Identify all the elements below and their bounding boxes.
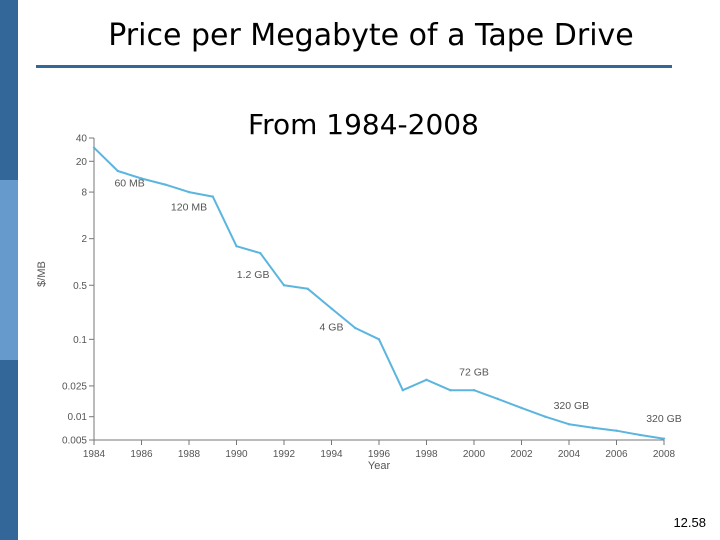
left-accent-bar-middle — [0, 180, 18, 360]
x-tick-label: 2008 — [653, 449, 676, 460]
capacity-annotation: 120 MB — [171, 202, 207, 214]
data-point — [164, 183, 167, 186]
x-tick-label: 1994 — [320, 449, 343, 460]
data-point — [211, 195, 214, 198]
x-tick-label: 1986 — [130, 449, 153, 460]
title-underline — [36, 65, 672, 68]
data-point — [354, 326, 357, 330]
y-tick-label: 0.1 — [73, 335, 87, 346]
price-chart: 40 20 8 2 0.5 0.1 0.025 0.01 0.005 1984 1986 1988 19… — [36, 134, 682, 473]
y-tick-label: 20 — [76, 157, 88, 168]
y-tick-label: 40 — [76, 134, 88, 145]
capacity-annotation: 72 GB — [459, 367, 489, 379]
slide-number: 12.58 — [673, 515, 706, 530]
data-point — [425, 378, 428, 381]
y-tick-label: 8 — [81, 188, 87, 199]
x-axis-label: Year — [368, 460, 391, 472]
x-tick-label: 1988 — [178, 449, 201, 460]
data-point — [520, 406, 523, 410]
x-tick-label: 1990 — [225, 449, 248, 460]
capacity-annotation: 60 MB — [114, 177, 144, 189]
capacity-annotation: 320 GB — [554, 400, 590, 412]
data-point — [401, 389, 404, 392]
x-tick-label: 2006 — [605, 449, 628, 460]
data-point — [116, 169, 119, 173]
y-tick-label: 0.5 — [73, 281, 87, 292]
data-point — [449, 389, 452, 392]
capacity-annotation: 320 GB — [646, 413, 682, 425]
price-series-line — [93, 146, 665, 440]
data-point — [567, 423, 571, 426]
x-tick-label: 1984 — [83, 449, 106, 460]
y-tick-label: 0.01 — [68, 412, 88, 423]
data-point — [591, 426, 594, 429]
data-point — [140, 177, 143, 180]
data-point — [639, 433, 642, 437]
x-tick-label: 1996 — [368, 449, 391, 460]
x-tick-label: 2000 — [463, 449, 486, 460]
capacity-annotation: 1.2 GB — [237, 269, 270, 281]
x-tick-label: 1998 — [415, 449, 438, 460]
data-point — [544, 415, 547, 418]
data-point — [92, 146, 96, 149]
y-axis-label: $/MB — [36, 261, 48, 287]
x-tick-label: 1992 — [273, 449, 296, 460]
left-accent-bar-top — [0, 0, 18, 180]
left-accent-bar-bottom — [0, 360, 18, 540]
capacity-annotation: 4 GB — [320, 322, 344, 334]
y-tick-label: 2 — [81, 234, 87, 245]
y-tick-label: 0.005 — [62, 436, 87, 447]
data-point — [662, 437, 666, 440]
data-point — [306, 287, 309, 290]
data-point — [615, 429, 618, 432]
y-tick-label: 0.025 — [62, 381, 87, 392]
slide-subtitle: From 1984-2008 — [248, 108, 479, 141]
data-point — [187, 190, 191, 194]
data-point — [377, 338, 381, 341]
data-point — [330, 307, 333, 310]
data-point — [259, 251, 262, 255]
data-point — [235, 244, 238, 248]
x-tick-label: 2002 — [510, 449, 533, 460]
x-tick-label: 2004 — [558, 449, 581, 460]
data-point — [282, 284, 286, 287]
slide-title: Price per Megabyte of a Tape Drive — [108, 18, 634, 53]
data-point — [496, 397, 499, 401]
data-point — [472, 389, 476, 392]
